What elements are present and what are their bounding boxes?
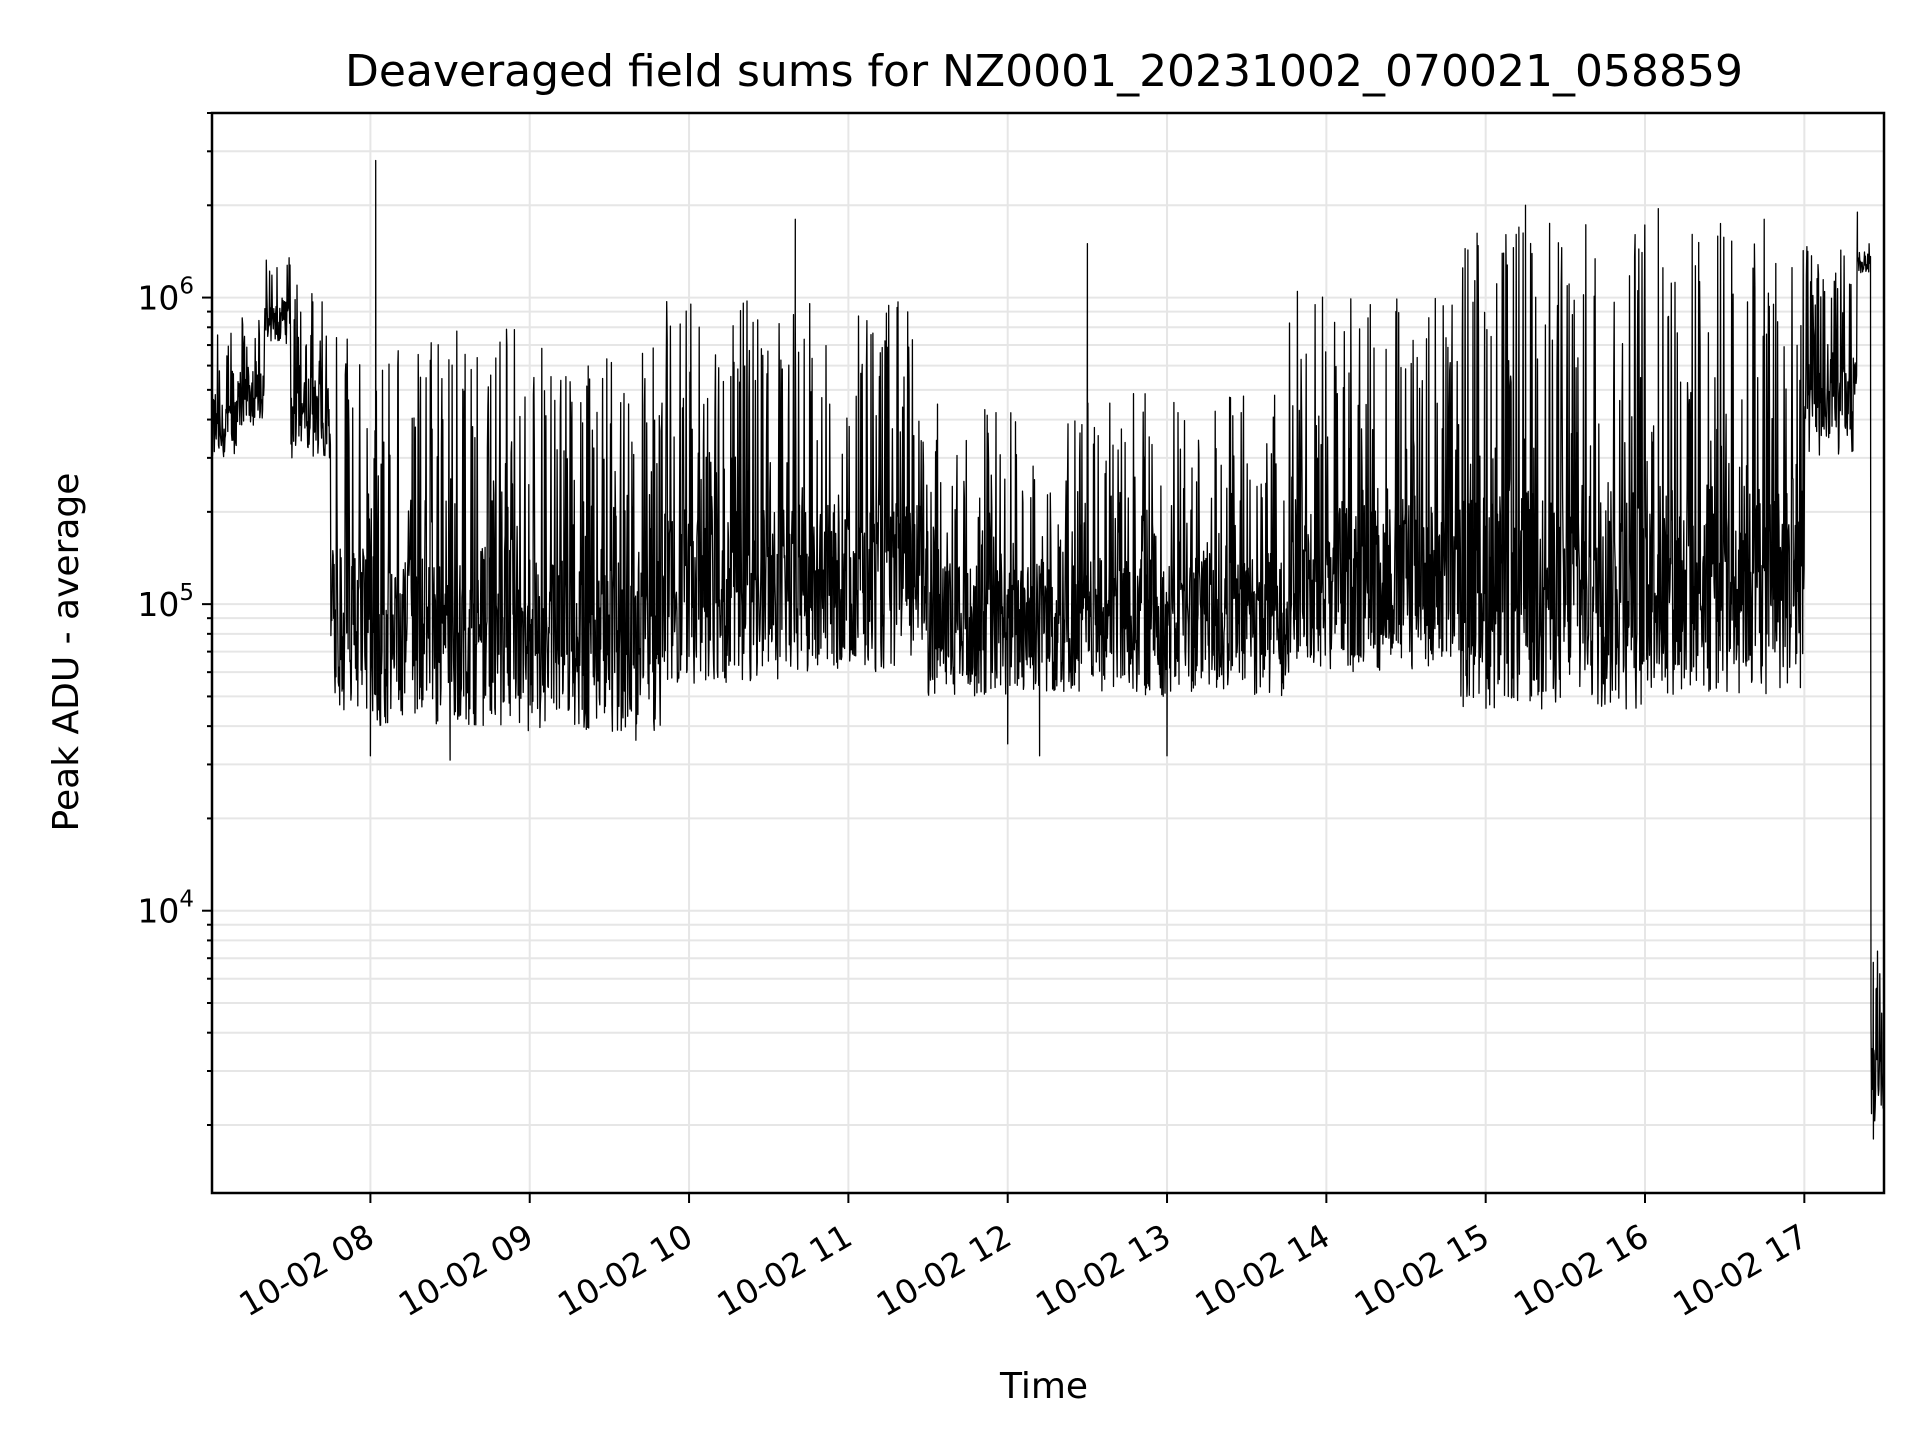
y-tick-label-exponent: 5 xyxy=(179,580,194,606)
x-tick-label: 10-02 15 xyxy=(1348,1216,1496,1324)
y-tick-label-base: 10 xyxy=(137,279,179,318)
series-line xyxy=(211,159,1885,1140)
x-tick-label: 10-02 12 xyxy=(870,1216,1018,1324)
x-tick-label: 10-02 09 xyxy=(392,1216,540,1324)
x-tick-label: 10-02 11 xyxy=(710,1216,858,1324)
x-tick-label: 10-02 08 xyxy=(232,1216,380,1324)
y-tick-label-base: 10 xyxy=(137,892,179,931)
x-axis-label: Time xyxy=(999,1366,1088,1407)
y-tick-label-exponent: 6 xyxy=(179,274,194,300)
chart-title: Deaveraged field sums for NZ0001_2023100… xyxy=(345,46,1743,97)
y-tick-label: 106 xyxy=(137,274,194,318)
x-tick-label: 10-02 17 xyxy=(1666,1216,1814,1324)
series-layer xyxy=(211,159,1885,1140)
plot-frame xyxy=(210,111,1886,1195)
y-tick-label: 104 xyxy=(137,887,194,931)
y-tick-label: 105 xyxy=(137,580,194,624)
y-axis-label: Peak ADU - average xyxy=(46,473,87,832)
x-tick-label: 10-02 10 xyxy=(551,1216,699,1324)
x-tick-label: 10-02 14 xyxy=(1188,1216,1336,1324)
x-tick-label: 10-02 16 xyxy=(1507,1216,1655,1324)
y-tick-label-exponent: 4 xyxy=(179,887,194,913)
x-tick-label: 10-02 13 xyxy=(1029,1216,1177,1324)
y-tick-label-base: 10 xyxy=(137,585,179,624)
